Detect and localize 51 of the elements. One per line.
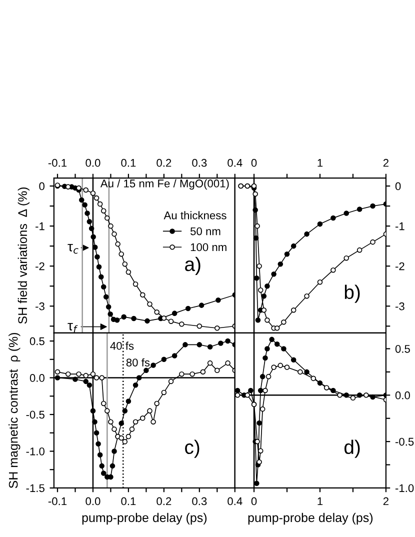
x-tick-label: 0.2 bbox=[156, 158, 172, 167]
x-tick-label: 0.0 bbox=[86, 497, 100, 506]
y-tick-label: -0.5 bbox=[26, 410, 44, 419]
x-tick-label: 1 bbox=[318, 159, 323, 167]
y-tick-label: 0 bbox=[39, 182, 44, 190]
annotation: b) bbox=[344, 284, 360, 303]
y2-tick-label: -0.5 bbox=[395, 438, 414, 446]
x-tick-label: 0.4 bbox=[228, 158, 242, 167]
y2-tick-label: -1.0 bbox=[395, 484, 414, 492]
x-tick-label: 1 bbox=[318, 497, 323, 506]
x-tick-label: 0.1 bbox=[121, 158, 136, 167]
y-tick-label: -1.0 bbox=[26, 448, 44, 456]
x-tick-label: 0.3 bbox=[192, 497, 207, 506]
y-tick-label: -1.5 bbox=[26, 484, 44, 492]
x-tick-label: -0.1 bbox=[48, 497, 67, 506]
y-tick-label: -3 bbox=[36, 302, 44, 310]
annotation: τ$_{c}$ bbox=[68, 244, 78, 254]
legend-title: Au thickness bbox=[164, 211, 226, 220]
annotation: c) bbox=[185, 440, 200, 458]
y-axis-title: SH magnetic contrast ρ (%) bbox=[8, 332, 20, 488]
x-tick-label: -0.1 bbox=[48, 158, 67, 167]
x-axis-title: pump-probe delay (ps) bbox=[82, 512, 207, 525]
y2-tick-label: 0 bbox=[395, 182, 401, 190]
x-tick-label: 0.1 bbox=[121, 497, 136, 506]
y-tick-label: 0.5 bbox=[30, 337, 44, 346]
ref-line-label: 80 fs bbox=[126, 358, 150, 366]
legend-label: 50 nm bbox=[190, 227, 220, 236]
y-tick-label: -2 bbox=[36, 262, 44, 270]
x-tick-label: 2 bbox=[383, 158, 388, 167]
x-tick-label: 0.3 bbox=[192, 158, 207, 167]
annotation: a) bbox=[185, 256, 200, 275]
x-tick-label: 2 bbox=[383, 497, 388, 506]
y2-tick-label: 0.5 bbox=[395, 344, 410, 353]
y2-tick-label: -3 bbox=[395, 302, 404, 310]
annotation: Au / 15 nm Fe / MgO(001) bbox=[100, 179, 229, 190]
y2-tick-label: -2 bbox=[395, 262, 404, 270]
legend-label: 100 nm bbox=[190, 243, 226, 252]
x-tick-label: 0 bbox=[251, 158, 257, 167]
y2-tick-label: 0.0 bbox=[395, 391, 410, 400]
x-tick-label: 0.2 bbox=[156, 497, 172, 506]
x-tick-label: 0.0 bbox=[86, 158, 100, 167]
annotation: d) bbox=[344, 440, 360, 458]
x-tick-label: 0.4 bbox=[228, 497, 242, 506]
y-axis-title: SH field variations Δ (%) bbox=[18, 187, 30, 324]
y2-tick-label: -1 bbox=[395, 222, 404, 230]
y-tick-label: 0.0 bbox=[30, 374, 44, 382]
x-tick-label: 0 bbox=[251, 497, 257, 506]
x-axis-title: pump-probe delay (ps) bbox=[248, 512, 373, 525]
annotation: τ$_{f}$ bbox=[68, 322, 78, 333]
ref-line-label: 40 fs bbox=[110, 342, 134, 350]
y-tick-label: -1 bbox=[36, 222, 44, 230]
